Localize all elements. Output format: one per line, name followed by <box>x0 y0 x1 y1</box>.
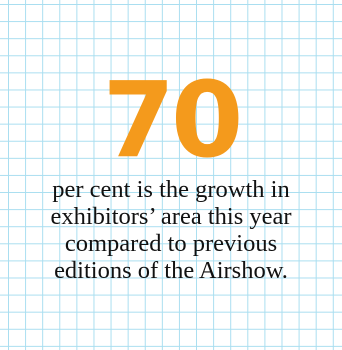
stat-value: 70 <box>102 59 244 181</box>
caption-line: per cent is the growth in <box>52 176 290 203</box>
caption-line: compared to previous <box>64 230 278 257</box>
stat-caption: per cent is the growth in exhibitors’ ar… <box>0 176 342 284</box>
caption-line: editions of the Airshow. <box>54 257 288 284</box>
caption-line: exhibitors’ area this year <box>50 203 292 230</box>
